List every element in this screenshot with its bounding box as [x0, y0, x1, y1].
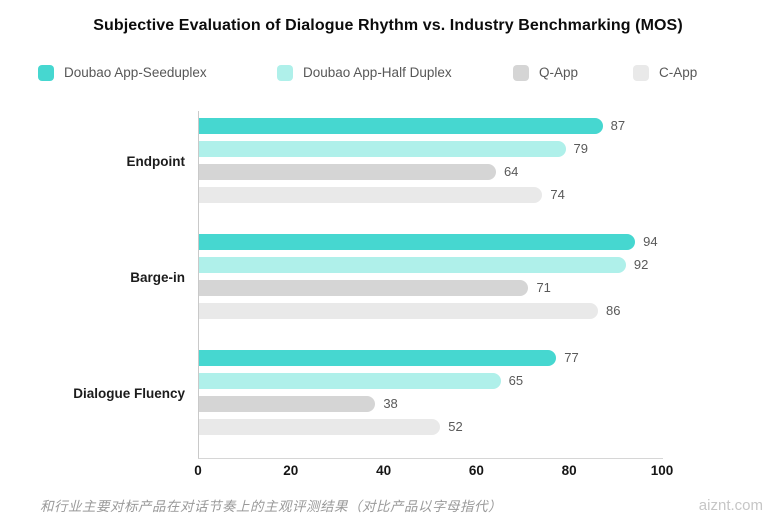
category-label: Endpoint — [126, 153, 185, 169]
bar-value-label: 71 — [536, 280, 551, 295]
bar-value-label: 87 — [610, 118, 626, 133]
legend-item-4: C-App — [633, 64, 697, 81]
legend-item-2: Doubao App-Half Duplex — [277, 64, 452, 81]
legend-swatch-icon — [633, 64, 649, 81]
bar — [199, 396, 376, 412]
bar — [199, 257, 626, 273]
bar — [199, 234, 636, 250]
legend-item-3: Q-App — [513, 64, 578, 81]
footer-caption: 和行业主要对标产品在对话节奏上的主观评测结果（对比产品以字母指代） — [40, 499, 502, 514]
legend-label: C-App — [659, 65, 698, 80]
plot-area: 87 79 64 74 94 92 71 86 77 65 38 52 — [198, 111, 663, 459]
bar — [199, 373, 501, 389]
bar — [199, 419, 441, 435]
legend-label: Q-App — [539, 65, 579, 80]
x-tick-label: 80 — [561, 463, 577, 478]
legend-swatch-icon — [277, 64, 293, 81]
bar-value-label: 77 — [564, 350, 579, 365]
x-tick-label: 100 — [650, 463, 674, 478]
bar — [199, 164, 496, 180]
bar — [199, 350, 557, 366]
legend-label: Doubao App-Seeduplex — [64, 65, 207, 80]
bar-value-label: 86 — [606, 303, 621, 318]
x-tick-label: 40 — [376, 463, 392, 478]
category-label: Dialogue Fluency — [73, 385, 185, 401]
category-label: Barge-in — [130, 269, 185, 285]
bar — [199, 280, 529, 296]
chart-title: Subjective Evaluation of Dialogue Rhythm… — [93, 17, 683, 34]
legend-item-1: Doubao App-Seeduplex — [38, 64, 207, 81]
bar-value-label: 52 — [448, 419, 463, 434]
bar-value-label: 64 — [503, 164, 519, 179]
bar-value-label: 74 — [550, 187, 565, 202]
bar-value-label: 38 — [383, 396, 398, 411]
bar — [199, 187, 543, 203]
watermark: aiznt.com — [698, 497, 763, 514]
legend-swatch-icon — [38, 64, 54, 81]
x-tick-label: 60 — [468, 463, 484, 478]
bar — [199, 303, 599, 319]
x-tick-label: 20 — [283, 463, 299, 478]
bar-value-label: 65 — [508, 373, 524, 388]
legend-label: Doubao App-Half Duplex — [303, 65, 452, 80]
x-tick-label: 0 — [194, 463, 202, 478]
bar-value-label: 94 — [643, 234, 658, 249]
legend-swatch-icon — [513, 64, 529, 81]
bar — [199, 141, 566, 157]
x-axis: 0 20 40 60 80 100 — [194, 463, 673, 479]
bar-value-label: 92 — [633, 257, 649, 272]
bar — [199, 118, 603, 134]
bar-value-label: 79 — [573, 141, 589, 156]
